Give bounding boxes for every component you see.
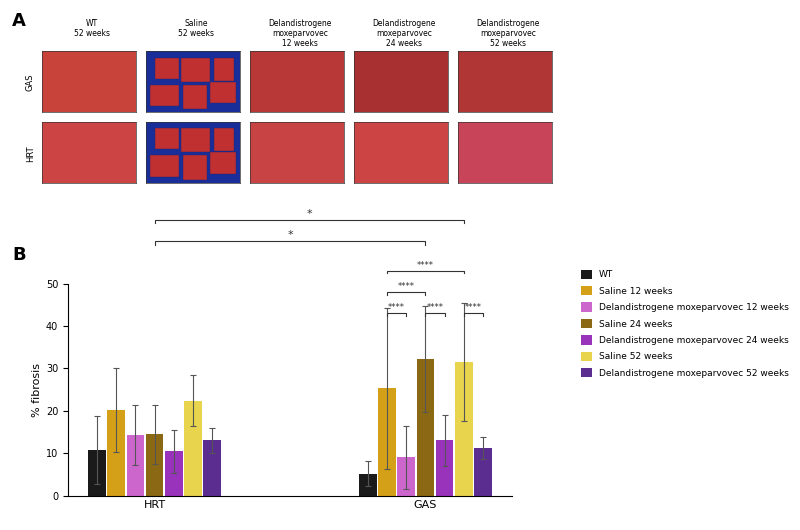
Bar <box>474 448 492 496</box>
Bar <box>182 57 210 82</box>
Text: *: * <box>306 209 312 219</box>
Text: ****: **** <box>398 282 414 291</box>
Bar <box>214 57 234 81</box>
Text: ****: **** <box>426 303 443 312</box>
Text: ****: **** <box>417 261 434 270</box>
Bar <box>184 401 202 496</box>
Text: ****: **** <box>465 303 482 312</box>
Bar <box>126 435 144 496</box>
Text: Saline
52 weeks: Saline 52 weeks <box>178 19 214 38</box>
Bar <box>182 128 210 153</box>
Bar <box>146 435 163 496</box>
Bar <box>417 359 434 496</box>
Bar <box>359 473 377 496</box>
Bar <box>165 452 182 496</box>
Bar <box>88 450 106 496</box>
Bar <box>214 128 234 151</box>
Bar <box>107 410 125 496</box>
Text: WT
52 weeks: WT 52 weeks <box>74 19 110 38</box>
Legend: WT, Saline 12 weeks, Delandistrogene moxeparvovec 12 weeks, Saline 24 weeks, Del: WT, Saline 12 weeks, Delandistrogene mox… <box>578 267 791 381</box>
Text: GAS: GAS <box>26 73 35 91</box>
Bar <box>203 440 221 496</box>
Bar <box>150 85 178 106</box>
Bar <box>155 57 178 79</box>
Text: B: B <box>12 246 26 264</box>
Text: A: A <box>12 12 26 30</box>
Bar <box>210 82 236 103</box>
Text: HRT: HRT <box>26 145 35 162</box>
Bar <box>150 155 178 177</box>
Bar <box>455 362 473 496</box>
Bar <box>378 388 396 496</box>
Y-axis label: % fibrosis: % fibrosis <box>32 363 42 417</box>
Text: *: * <box>287 231 293 240</box>
Bar <box>398 457 415 496</box>
Bar <box>436 440 454 496</box>
Bar <box>183 155 207 180</box>
Bar <box>183 85 207 109</box>
Bar <box>210 153 236 174</box>
Bar <box>155 128 178 149</box>
Text: Delandistrogene
moxeparvovec
24 weeks: Delandistrogene moxeparvovec 24 weeks <box>372 19 436 48</box>
Text: Delandistrogene
moxeparvovec
12 weeks: Delandistrogene moxeparvovec 12 weeks <box>268 19 332 48</box>
Text: ****: **** <box>388 303 405 312</box>
Text: Delandistrogene
moxeparvovec
52 weeks: Delandistrogene moxeparvovec 52 weeks <box>476 19 540 48</box>
